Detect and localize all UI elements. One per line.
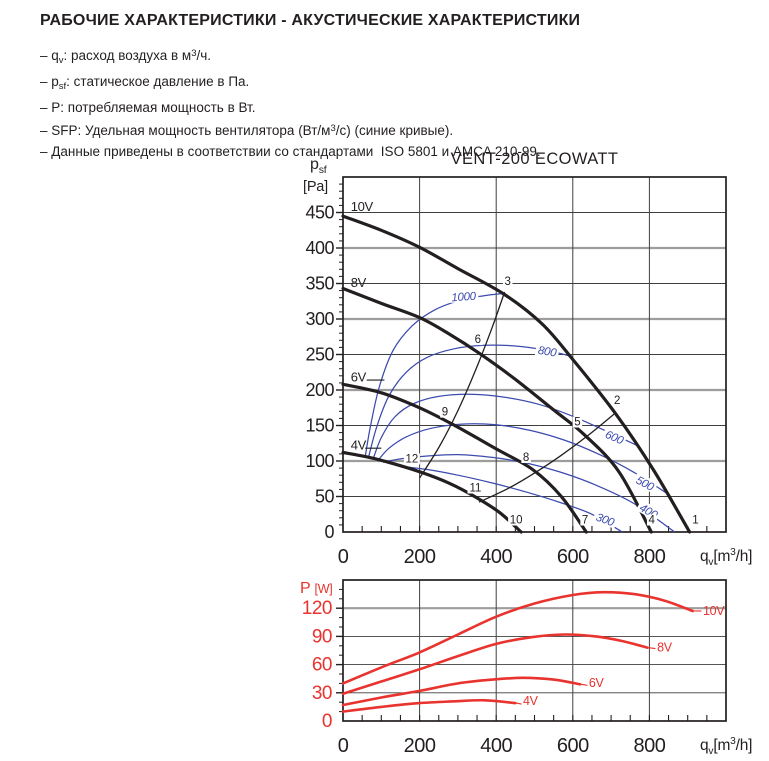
- y-tick-150: 150: [305, 416, 334, 436]
- curve-4V: [341, 450, 523, 534]
- sfp-label-800: 800: [537, 345, 558, 360]
- power-chart: 10V 8V 6V 4V 0 30 60 90 120 0 200 400 600 800 P [W] qv[…: [300, 579, 752, 757]
- sfp-curve-800: [367, 344, 570, 459]
- sfp-label-1000: 1000: [451, 291, 477, 305]
- x-tick-0: 0: [338, 735, 349, 757]
- system-curve: [419, 291, 506, 479]
- x-tick-800: 800: [633, 735, 665, 757]
- y-tick-400: 400: [305, 238, 334, 258]
- curve-label-10V: 10V: [703, 604, 725, 618]
- op-point-4: 4: [648, 515, 655, 527]
- x-tick-0: 0: [338, 546, 349, 568]
- x-tick-600: 600: [557, 735, 589, 757]
- x-axis-title: qv[m3/h]: [700, 736, 752, 757]
- curve-8V: [341, 286, 653, 534]
- y-tick-0: 0: [322, 711, 332, 732]
- y-tick-200: 200: [305, 380, 334, 400]
- x-tick-400: 400: [480, 546, 512, 568]
- curve-8V: [341, 633, 649, 695]
- op-point-8: 8: [523, 452, 529, 464]
- x-tick-800: 800: [633, 546, 665, 568]
- op-point-5: 5: [574, 417, 580, 429]
- y-axis-title: [Pa]: [303, 179, 328, 195]
- curve-label-8V: 8V: [351, 275, 367, 290]
- y-tick-30: 30: [312, 683, 332, 704]
- page-title: РАБОЧИЕ ХАРАКТЕРИСТИКИ - АКУСТИЧЕСКИЕ ХА…: [40, 12, 581, 29]
- op-point-12: 12: [406, 453, 419, 465]
- system-curve: [478, 412, 617, 503]
- curve-label-4V: 4V: [351, 438, 367, 453]
- curve-4V: [341, 698, 517, 713]
- y-axis-title: P [W]: [300, 580, 333, 597]
- spec-item: – qv: расход воздуха в м3/ч.: [40, 48, 212, 66]
- op-point-11: 11: [470, 483, 482, 495]
- spec-item: – SFP: Удельная мощность вентилятора (Вт…: [40, 123, 454, 138]
- x-tick-400: 400: [480, 735, 512, 757]
- curve-6V: [341, 382, 588, 534]
- curve-label-8V: 8V: [657, 640, 673, 654]
- spec-list: – qv: расход воздуха в м3/ч. – psf: стати…: [40, 43, 750, 162]
- curve-label-6V: 6V: [589, 676, 605, 690]
- op-point-7: 7: [582, 515, 588, 527]
- op-point-1: 1: [692, 515, 698, 527]
- y-tick-350: 350: [305, 274, 334, 294]
- tick-labels: 0 30 60 90 120 0 200 400 600 800: [302, 598, 666, 757]
- curve-10V: [341, 214, 692, 534]
- spec-item: – psf: статическое давление в Па.: [40, 74, 250, 92]
- system-curves: [419, 291, 617, 503]
- y-tick-90: 90: [312, 626, 332, 647]
- curve-label-4V: 4V: [523, 694, 539, 708]
- y-tick-50: 50: [315, 487, 335, 507]
- curve-6V: [341, 676, 582, 707]
- op-point-3: 3: [504, 276, 510, 288]
- op-point-9: 9: [442, 407, 448, 419]
- y-tick-0: 0: [324, 522, 334, 542]
- y-tick-100: 100: [305, 451, 334, 471]
- fan-curves: 10V 8V 6V 4V: [341, 199, 692, 534]
- op-point-10: 10: [510, 515, 523, 527]
- y-tick-120: 120: [302, 598, 332, 619]
- plot-frame: [342, 579, 727, 722]
- x-axis-title: qv[m3/h]: [700, 547, 752, 568]
- curve-10V: [341, 590, 694, 685]
- y-tick-450: 450: [305, 203, 334, 223]
- curve-label-10V: 10V: [351, 199, 374, 214]
- sfp-curve-600: [372, 393, 641, 460]
- op-point-2: 2: [614, 395, 620, 407]
- sfp-curve-1000: [364, 292, 504, 457]
- spec-item: – P: потребляемая мощность в Вт.: [40, 100, 256, 115]
- axis-ticks: [336, 588, 708, 721]
- x-tick-600: 600: [557, 546, 589, 568]
- curve-label-6V: 6V: [351, 370, 367, 385]
- y-tick-250: 250: [305, 345, 334, 365]
- power-curves: 10V 8V 6V 4V: [341, 590, 726, 713]
- x-tick-200: 200: [404, 735, 436, 757]
- gridlines: [343, 177, 726, 532]
- y-tick-300: 300: [305, 309, 334, 329]
- page-header: РАБОЧИЕ ХАРАКТЕРИСТИКИ - АКУСТИЧЕСКИЕ ХА…: [40, 12, 750, 162]
- y-axis-title: psf: [310, 156, 327, 176]
- plot-frame: [342, 176, 727, 533]
- tick-labels: 0 50 100 150 200 250 300 350 400 450 0 200 400 600 800: [305, 203, 666, 569]
- spec-item: – Данные приведены в соответствии со ста…: [40, 144, 541, 159]
- chart-title: VENT-200 ECOWATT: [451, 150, 619, 168]
- op-point-6: 6: [475, 334, 481, 346]
- y-tick-60: 60: [312, 655, 332, 676]
- x-tick-200: 200: [404, 546, 436, 568]
